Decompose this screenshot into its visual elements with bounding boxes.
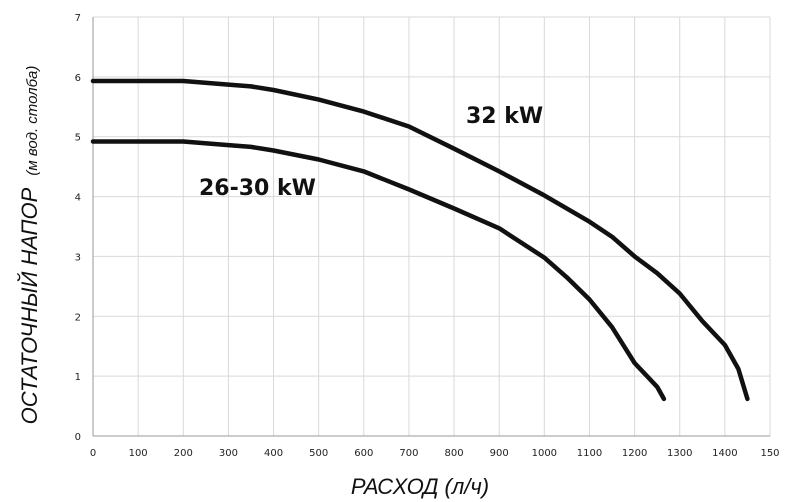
x-tick-label: 400 xyxy=(264,448,283,459)
y-tick-label: 4 xyxy=(75,193,81,204)
series-line-0 xyxy=(90,78,750,402)
x-tick-labels: 0 100 200 300 400 500 600 700 800 900 1000 1100 1200… xyxy=(90,448,780,459)
y-axis-title-unit: (м вод. столба) xyxy=(24,66,41,176)
y-tick-label: 1 xyxy=(75,372,81,383)
x-tick-label: 700 xyxy=(399,448,418,459)
x-tick-label: 1400 xyxy=(712,448,737,459)
grid xyxy=(93,16,771,436)
y-axis-title-main: ОСТАТОЧНЫЙ НАПОР xyxy=(16,187,42,424)
y-tick-label: 7 xyxy=(75,13,81,24)
x-tick-label: 900 xyxy=(490,448,509,459)
x-tick-label: 0 xyxy=(90,448,96,459)
x-tick-label: 800 xyxy=(445,448,464,459)
y-axis-title: ОСТАТОЧНЫЙ НАПОР (м вод. столба) xyxy=(16,66,42,425)
svg-text:ОСТАТОЧНЫЙ НАПОР (м вод.: ОСТАТОЧНЫЙ НАПОР (м вод. столба) xyxy=(16,66,42,425)
x-axis-title: РАСХОД (л/ч) xyxy=(351,474,489,499)
y-tick-label: 3 xyxy=(75,252,81,263)
y-tick-label: 6 xyxy=(75,73,81,84)
y-tick-labels: 0 1 2 3 4 5 6 7 xyxy=(75,13,81,443)
x-tick-label: 200 xyxy=(174,448,193,459)
x-tick-label: 500 xyxy=(309,448,328,459)
x-tick-label: 1300 xyxy=(667,448,692,459)
y-tick-label: 2 xyxy=(75,312,81,323)
x-tick-label: 600 xyxy=(354,448,373,459)
x-tick-label: 150 xyxy=(760,448,779,459)
y-tick-label: 0 xyxy=(75,432,81,443)
x-tick-label: 300 xyxy=(219,448,238,459)
series-label-26-30kw: 26-30 kW xyxy=(199,176,316,201)
series-lines xyxy=(90,78,750,402)
x-tick-label: 1200 xyxy=(622,448,647,459)
x-tick-label: 1000 xyxy=(532,448,557,459)
series-line-1 xyxy=(90,139,667,402)
axes xyxy=(92,17,770,437)
x-tick-label: 1100 xyxy=(577,448,602,459)
series-label-32kw: 32 kW xyxy=(466,104,543,129)
x-tick-label: 100 xyxy=(129,448,148,459)
y-tick-label: 5 xyxy=(75,133,81,144)
